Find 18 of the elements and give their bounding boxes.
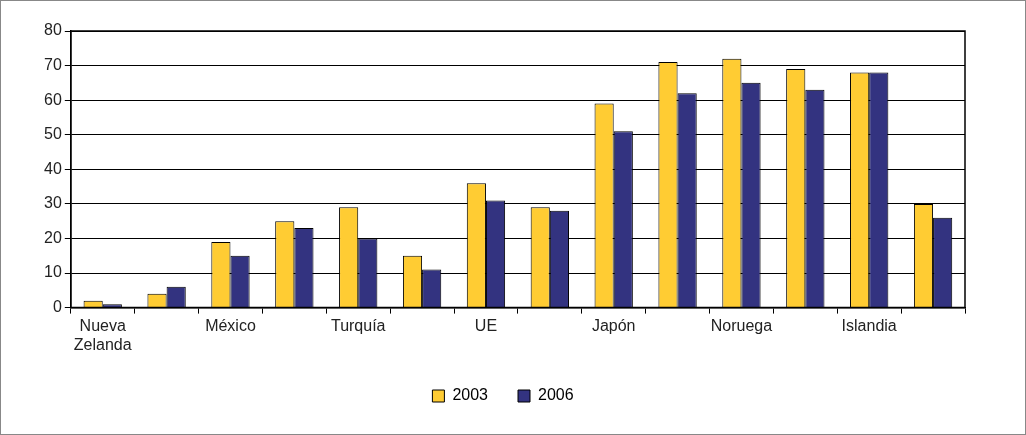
x-tick-label: Islandia <box>841 316 897 334</box>
y-tick-label: 10 <box>44 263 62 281</box>
y-tick-label: 40 <box>44 159 62 177</box>
y-tick-label: 60 <box>44 90 62 108</box>
y-tick-label: 80 <box>44 21 62 39</box>
y-tick-label: 50 <box>44 125 62 143</box>
y-tick-label: 20 <box>44 228 62 246</box>
legend-label: 2006 <box>538 386 574 404</box>
x-tick-label: Noruega <box>710 316 773 334</box>
x-tick-label: Nueva Zelanda <box>73 316 132 353</box>
x-tick-label: UE <box>474 316 498 334</box>
x-tick-label: México <box>205 316 256 334</box>
x-tick-label: Turquía <box>330 316 386 334</box>
y-tick-label: 30 <box>44 194 62 212</box>
legend-label: 2003 <box>452 386 489 404</box>
x-tick-label: Japón <box>591 316 636 334</box>
y-tick-label: 0 <box>52 298 62 316</box>
y-tick-label: 70 <box>44 55 62 73</box>
